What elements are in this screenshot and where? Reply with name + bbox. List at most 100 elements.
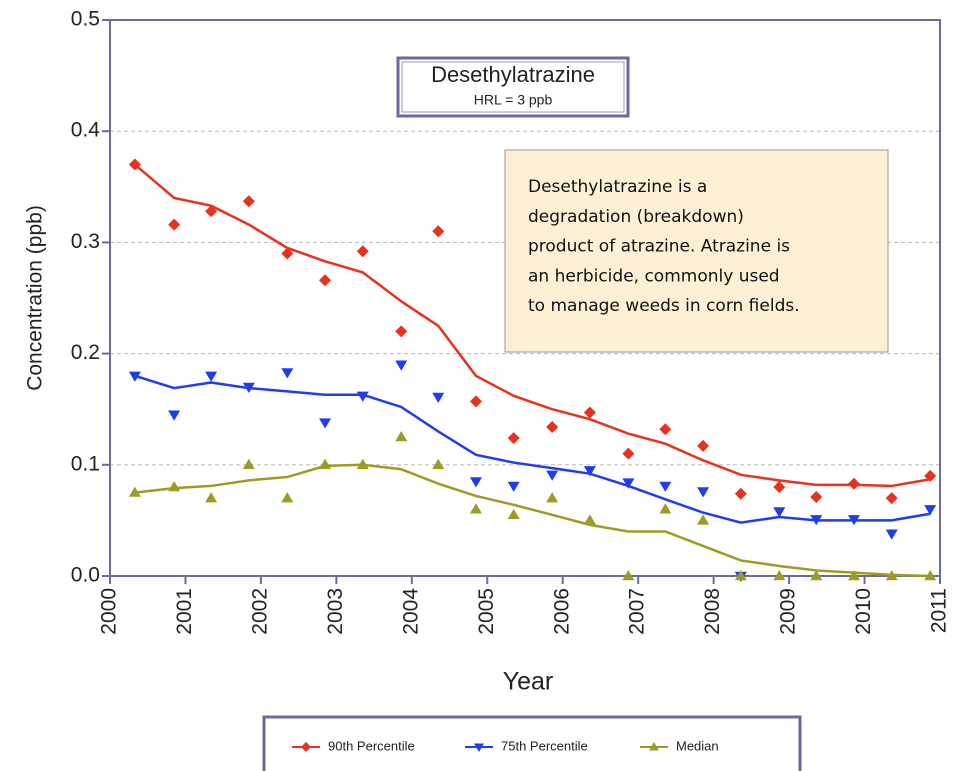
marker	[847, 515, 860, 526]
marker	[356, 458, 369, 469]
marker	[546, 470, 559, 481]
x-tick-label: 2004	[399, 588, 422, 635]
annotation-line: degradation (breakdown)	[528, 207, 744, 227]
marker	[810, 515, 823, 526]
marker	[242, 382, 255, 393]
x-axis-label: Year	[503, 668, 554, 696]
marker	[773, 507, 786, 518]
marker	[546, 492, 559, 503]
marker	[281, 247, 294, 260]
plot-frame	[109, 19, 941, 577]
marker	[469, 503, 482, 514]
marker	[168, 218, 181, 231]
marker	[507, 481, 520, 492]
trend-line	[134, 463, 931, 578]
chart-subtitle: HRL = 3 ppb	[474, 92, 553, 108]
marker	[659, 503, 672, 514]
marker	[546, 420, 559, 433]
x-tick-label: 2001	[173, 588, 196, 635]
chart-title: Desethylatrazine	[431, 62, 595, 87]
marker	[697, 439, 710, 452]
y-tick-label: 0.3	[71, 230, 100, 253]
x-tick-label: 2009	[777, 588, 800, 635]
marker	[168, 410, 181, 421]
marker	[128, 158, 141, 171]
legend-box	[262, 715, 802, 771]
marker	[281, 492, 294, 503]
marker	[242, 195, 255, 208]
marker	[319, 274, 332, 287]
marker	[168, 481, 181, 492]
marker	[773, 570, 786, 581]
marker	[469, 395, 482, 408]
marker	[583, 466, 596, 477]
marker	[395, 325, 408, 338]
marker	[622, 570, 635, 581]
marker	[395, 431, 408, 442]
legend-marker	[649, 742, 659, 751]
marker	[810, 491, 823, 504]
marker	[885, 529, 898, 540]
x-tick-label: 2008	[701, 588, 724, 635]
marker	[395, 360, 408, 371]
y-axis-label: Concentration (ppb)	[24, 205, 47, 391]
marker	[622, 447, 635, 460]
marker	[432, 458, 445, 469]
x-tick-label: 2010	[852, 588, 875, 635]
legend-label: 75th Percentile	[501, 738, 588, 753]
marker	[128, 486, 141, 497]
title-box-inner	[401, 61, 625, 113]
marker	[734, 487, 747, 500]
marker	[773, 481, 786, 494]
legend-label: Median	[676, 738, 719, 753]
x-tick-label: 2006	[550, 588, 573, 635]
y-tick-label: 0.0	[71, 564, 100, 587]
trend-line	[134, 163, 931, 488]
marker	[697, 487, 710, 498]
annotation-line: product of atrazine. Atrazine is	[528, 237, 790, 257]
x-tick-label: 2007	[626, 588, 649, 635]
marker	[734, 570, 747, 581]
legend-marker	[474, 743, 484, 752]
y-tick-label: 0.4	[71, 119, 101, 142]
legend-marker	[301, 742, 311, 752]
marker	[924, 505, 937, 516]
marker	[847, 570, 860, 581]
marker	[356, 245, 369, 258]
marker	[319, 458, 332, 469]
marker	[659, 481, 672, 492]
x-tick-label: 2005	[475, 588, 498, 635]
x-tick-label: 2011	[928, 588, 951, 633]
x-tick-label: 2003	[324, 588, 347, 635]
marker	[469, 477, 482, 488]
y-tick-label: 0.5	[71, 8, 100, 31]
marker	[432, 225, 445, 238]
marker	[810, 570, 823, 581]
marker	[205, 371, 218, 382]
marker	[319, 418, 332, 429]
marker	[622, 478, 635, 489]
marker	[507, 432, 520, 445]
marker	[924, 570, 937, 581]
marker	[847, 477, 860, 490]
marker	[205, 492, 218, 503]
marker	[583, 406, 596, 419]
annotation-line: Desethylatrazine is a	[528, 177, 707, 197]
marker	[659, 423, 672, 436]
marker	[885, 492, 898, 505]
y-tick-label: 0.2	[71, 341, 100, 364]
trend-line	[134, 374, 931, 524]
marker	[583, 514, 596, 525]
legend-label: 90th Percentile	[328, 738, 415, 753]
annotation-line: to manage weeds in corn fields.	[528, 296, 800, 316]
title-box	[396, 56, 630, 118]
marker	[205, 205, 218, 218]
y-tick-label: 0.1	[71, 452, 100, 475]
x-tick-label: 2002	[248, 588, 271, 635]
marker	[432, 392, 445, 403]
marker	[281, 368, 294, 379]
x-tick-label: 2000	[98, 588, 121, 635]
annotation-line: an herbicide, commonly used	[528, 266, 780, 286]
